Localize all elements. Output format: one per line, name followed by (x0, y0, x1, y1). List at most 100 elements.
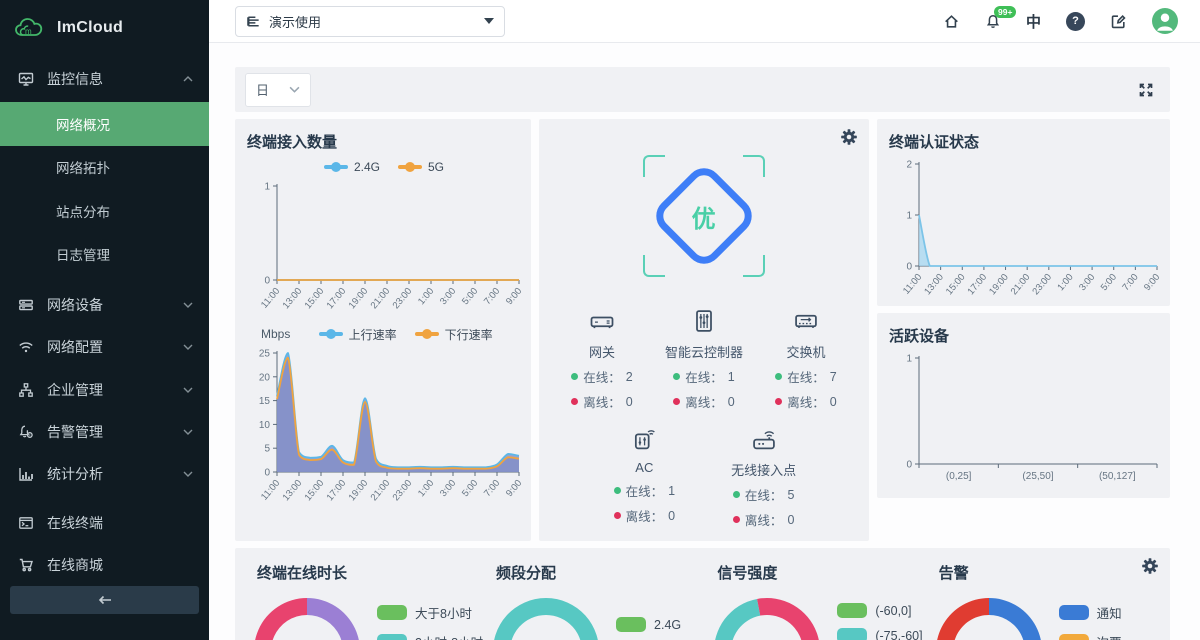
sidebar-item-alarm-management[interactable]: 告警管理 (0, 411, 209, 453)
legend-swatch (398, 162, 422, 172)
svg-text:15:00: 15:00 (944, 272, 968, 297)
gear-icon[interactable] (1142, 558, 1158, 574)
legend-item[interactable]: 2.4G (323, 160, 380, 174)
sidebar-item-enterprise[interactable]: 企业管理 (0, 369, 209, 411)
svg-text:1:00: 1:00 (416, 286, 436, 307)
org-select[interactable]: 演示使用 (235, 5, 505, 37)
sidebar-item-monitoring[interactable]: 监控信息 (0, 55, 209, 102)
auth-status-panel: 终端认证状态 0 1 2 11:00 13:00 15:00 17:00 19:00 21:00… (877, 119, 1170, 306)
legend-item[interactable]: 上行速率 (318, 326, 397, 343)
offline-count: 0 (727, 394, 735, 409)
sidebar-item-online-store[interactable]: 在线商城 (0, 544, 209, 586)
network-health-panel: 优 网关 在线： 2 离线： 0 (539, 119, 869, 541)
svg-text:13:00: 13:00 (281, 478, 305, 503)
donut-slice[interactable] (307, 598, 360, 640)
online-duration-donut[interactable] (251, 595, 363, 640)
logo[interactable]: m ImCloud (0, 0, 209, 55)
gear-icon[interactable] (841, 129, 857, 145)
signal-strength-section: 信号强度 (-60,0](-75,-60](-95,-75] (711, 558, 932, 640)
sidebar-item-log-management[interactable]: 日志管理 (56, 248, 110, 264)
active-devices-chart[interactable]: 0 1 (0,25] (25,50] (50,127] (889, 348, 1165, 488)
svg-text:7:00: 7:00 (482, 478, 502, 499)
throughput-chart[interactable]: 0 5 10 15 20 25 11:0013:0015:0017:0019:0021:00… (247, 343, 527, 508)
online-count: 1 (727, 369, 735, 384)
arrow-left-icon (98, 596, 111, 605)
legend-swatch (1058, 605, 1089, 620)
device-status-ac: AC 在线： 1 离线： 0 (585, 425, 704, 529)
donut-slice[interactable] (493, 598, 599, 640)
donut-slice[interactable] (936, 598, 989, 640)
svg-text:23:00: 23:00 (391, 478, 415, 503)
donut-stats-panel: 终端在线时长 大于8小时2小时-8小时30分钟-2小时 频段分配 2.4G5G … (235, 548, 1170, 640)
chart-legend: 上行速率 下行速率 (290, 325, 521, 343)
period-select[interactable]: 日 (245, 72, 311, 107)
fullscreen-icon[interactable] (1138, 82, 1154, 98)
svg-text:15:00: 15:00 (303, 478, 327, 503)
sidebar-item-site-distribution[interactable]: 站点分布 (56, 204, 110, 220)
svg-text:7:00: 7:00 (1120, 272, 1140, 293)
notifications-button[interactable]: 99+ (985, 5, 1017, 30)
period-select-value: 日 (256, 83, 270, 98)
sidebar-item-network-config[interactable]: 网络配置 (0, 326, 209, 368)
legend-item[interactable]: (-60,0] (837, 603, 922, 618)
user-avatar[interactable] (1152, 8, 1178, 34)
svg-text:2: 2 (906, 160, 912, 171)
signal-strength-donut[interactable] (711, 595, 823, 640)
feedback-button[interactable] (1110, 13, 1127, 30)
controller-icon (696, 310, 712, 332)
legend-item[interactable]: 下行速率 (414, 326, 493, 343)
home-button[interactable] (943, 13, 960, 30)
legend-item[interactable]: 次要 (1058, 632, 1122, 640)
legend-item[interactable]: 通知 (1058, 603, 1122, 622)
active-devices-panel: 活跃设备 0 1 (0,25] (25,50] (50,127] (877, 313, 1170, 498)
sidebar-item-network-topology[interactable]: 网络拓扑 (56, 161, 110, 177)
online-dot (775, 373, 783, 380)
band-allocation-donut[interactable] (490, 595, 602, 640)
alarm-bell-icon (19, 425, 33, 439)
chevron-up-icon (183, 75, 193, 82)
svg-text:1: 1 (906, 211, 912, 222)
chevron-down-icon (289, 86, 300, 93)
sidebar-item-network-devices[interactable]: 网络设备 (0, 284, 209, 326)
legend-item[interactable]: 2小时-8小时 (377, 632, 490, 640)
svg-text:1: 1 (264, 182, 270, 193)
series-area (919, 215, 1157, 266)
svg-text:0: 0 (906, 460, 912, 471)
language-label: 中 (1025, 13, 1041, 31)
bracket-corner (643, 155, 665, 177)
legend-item[interactable]: 5G (398, 160, 444, 174)
svg-text:15: 15 (259, 396, 271, 407)
health-grade-text: 优 (692, 205, 716, 233)
svg-text:(0,25]: (0,25] (946, 471, 972, 482)
org-tree-icon (19, 382, 33, 397)
caret-down-icon (484, 18, 494, 24)
sidebar-item-statistics[interactable]: 统计分析 (0, 453, 209, 495)
legend-item[interactable]: (-75,-60] (837, 628, 923, 640)
online-dot (613, 487, 621, 494)
alarm-donut[interactable] (933, 595, 1045, 640)
legend-item[interactable]: 2.4G (616, 617, 681, 632)
donut-slice[interactable] (254, 598, 307, 640)
bracket-corner (643, 255, 665, 277)
donut-slice[interactable] (714, 598, 767, 640)
legend-item[interactable]: 大于8小时 (377, 603, 490, 622)
cart-icon (19, 558, 33, 572)
device-status-switch: 交换机 在线： 7 离线： 0 (755, 307, 857, 411)
dashboard-toolbar: 日 (235, 67, 1170, 112)
donut-slice[interactable] (946, 598, 1042, 640)
legend-swatch (377, 634, 407, 640)
donut-slice[interactable] (757, 598, 820, 640)
sidebar-collapse-button[interactable] (10, 586, 199, 614)
svg-text:0: 0 (264, 468, 270, 479)
series-line (276, 356, 520, 470)
sidebar-item-network-overview[interactable]: 网络概况 (0, 102, 209, 146)
help-button[interactable]: ? (1066, 11, 1085, 31)
svg-text:11:00: 11:00 (259, 286, 282, 311)
sidebar-item-online-terminals[interactable]: 在线终端 (0, 502, 209, 544)
org-select-value: 演示使用 (269, 14, 322, 30)
language-button[interactable]: 中 (1026, 11, 1041, 32)
